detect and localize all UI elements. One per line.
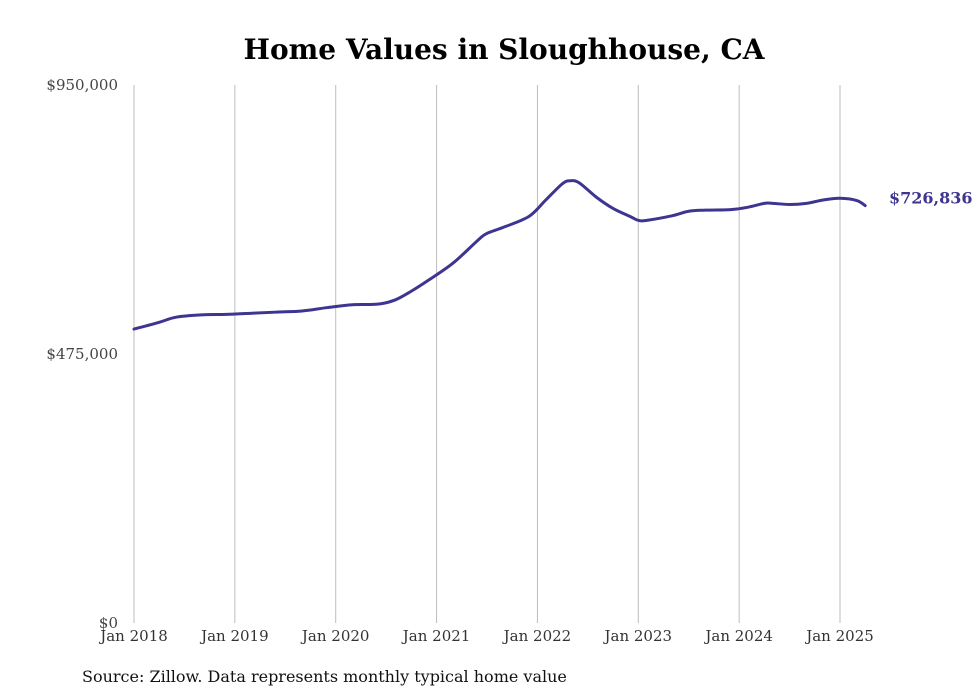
x-tick-label: Jan 2023 — [603, 627, 673, 645]
x-tick-label: Jan 2024 — [703, 627, 773, 645]
home-value-line — [132, 179, 867, 331]
series-line-group — [132, 179, 867, 331]
x-tick-label: Jan 2019 — [199, 627, 269, 645]
y-tick-label: $950,000 — [46, 76, 118, 94]
y-axis-ticks: $950,000 $475,000 $0 — [46, 76, 118, 632]
x-tick-label: Jan 2021 — [401, 627, 471, 645]
last-value-label: $726,836 — [889, 189, 973, 208]
x-tick-label: Jan 2018 — [98, 627, 168, 645]
x-tick-label: Jan 2022 — [502, 627, 572, 645]
y-tick-label: $0 — [99, 614, 118, 632]
chart-title: Home Values in Sloughhouse, CA — [244, 33, 766, 66]
x-tick-label: Jan 2025 — [804, 627, 874, 645]
source-note: Source: Zillow. Data represents monthly … — [82, 667, 567, 686]
gridlines — [133, 85, 841, 623]
y-tick-label: $475,000 — [46, 345, 118, 363]
x-tick-label: Jan 2020 — [300, 627, 370, 645]
x-axis-ticks: Jan 2018 Jan 2019 Jan 2020 Jan 2021 Jan 2022… — [98, 627, 874, 645]
